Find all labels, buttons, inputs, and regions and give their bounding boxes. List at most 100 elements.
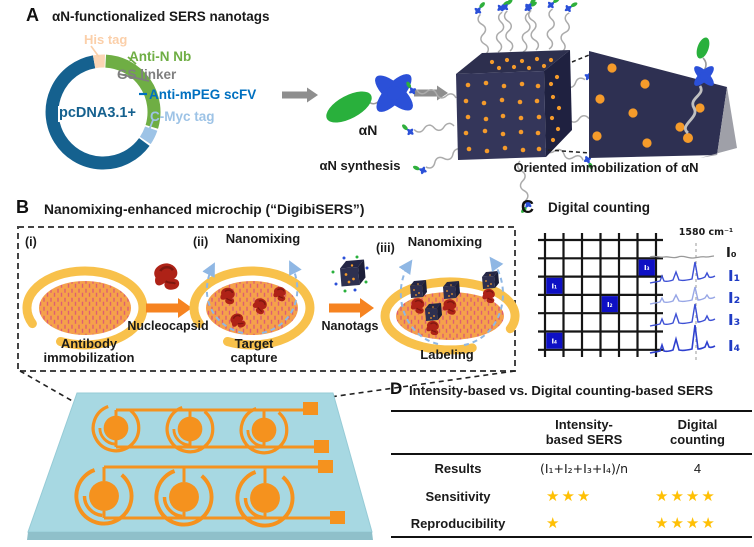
zoom-inset-surface xyxy=(589,37,737,158)
c-myc-leader-line xyxy=(147,119,154,134)
immobilization-caption: Oriented immobilization of αN xyxy=(513,160,699,175)
alpha-n-molecule xyxy=(326,74,413,123)
labeling-caption: Labeling xyxy=(420,347,474,362)
peg-chain-zoomed xyxy=(684,85,703,135)
grid-cell-label-i4: I₄ xyxy=(551,337,557,345)
grid-cell-label-i1: I₁ xyxy=(551,283,557,291)
contact-pads xyxy=(303,402,345,524)
microchip-illustration xyxy=(27,392,373,540)
results-intensity-value: (I₁+I₂+I₃+I₄)/n xyxy=(539,461,629,476)
reproducibility-digital-stars: ★★★★ xyxy=(655,513,717,532)
antibody-immobilization-caption: Antibody immobilization xyxy=(43,336,135,366)
nucleocapsid-icon xyxy=(149,259,183,295)
sers-spectra xyxy=(649,243,716,362)
digital-counting-grid: I₁ I₂ I₃ I₄ xyxy=(538,233,663,357)
well-target-capture xyxy=(189,260,315,350)
anti-n-nb-leader-line xyxy=(127,56,137,65)
panel-d-letter: D xyxy=(390,379,403,398)
table-header-digital: Digital counting xyxy=(643,417,752,447)
microchip-workflow-box xyxy=(17,226,516,372)
zoom-inset-connector-lines xyxy=(547,52,595,154)
panel-a-letter: A xyxy=(26,5,39,25)
alpha-n-on-surface xyxy=(694,37,714,86)
sensitivity-row-label: Sensitivity xyxy=(425,488,491,504)
nucleocapsid-label: Nucleocapsid xyxy=(127,319,209,333)
well-antibody-immobilization xyxy=(22,266,148,350)
panel-b-letter: B xyxy=(16,197,29,217)
grid-cell-label-i2: I₂ xyxy=(607,301,613,309)
alpha-n-coating-dots xyxy=(331,255,369,293)
target-capture-caption: Target capture xyxy=(230,336,278,366)
positive-pixels: I₁ I₂ I₃ I₄ xyxy=(546,259,655,349)
inset-nanoparticles-dots xyxy=(592,63,705,148)
reproducibility-row-label: Reproducibility xyxy=(410,515,506,531)
panel-a-title: αN-functionalized SERS nanotags xyxy=(52,9,270,24)
nanotag-icon xyxy=(331,255,369,293)
results-row-label: Results xyxy=(434,461,482,476)
nanobody-green-ellipse xyxy=(326,91,372,123)
spectrum-label-i2: I₂ xyxy=(728,289,741,307)
his-tag-leader-line xyxy=(90,45,100,58)
intensity-header-line2: based SERS xyxy=(545,432,623,447)
panel-d-title: Intensity-based vs. Digital counting-bas… xyxy=(409,383,714,398)
spectrum-i4 xyxy=(649,324,716,354)
sensitivity-intensity-stars: ★★★ xyxy=(546,486,593,505)
spectrum-label-i3: I₃ xyxy=(728,311,741,329)
well-labeling xyxy=(380,256,520,355)
immobilized-nanoparticles-dots xyxy=(463,56,562,154)
nanomixing-label-3: Nanomixing xyxy=(407,234,483,249)
nanomixing-flow-arrows-3 xyxy=(398,256,504,346)
antibody-immobilization-line2: immobilization xyxy=(43,350,135,366)
table-header-intensity: Intensity- based SERS xyxy=(525,417,643,447)
target-capture-line1: Target xyxy=(234,336,274,351)
orange-arrow-1 xyxy=(146,298,192,318)
spectrum-label-i1: I₁ xyxy=(728,267,741,285)
plasmid-diagram xyxy=(45,45,161,170)
digital-header-line1: Digital xyxy=(677,417,718,432)
table-header-row: Intensity- based SERS Digital counting xyxy=(391,412,752,455)
c-myc-tag-label: C-Myc tag xyxy=(150,109,215,124)
step-iii-index: (iii) xyxy=(376,241,395,255)
anti-mpeg-scfv-label: Anti-mPEG scFV xyxy=(149,87,257,102)
step-ii-index: (ii) xyxy=(193,235,209,249)
wavenumber-label: 1580 cm⁻¹ xyxy=(678,227,734,238)
nanomixing-label-2: Nanomixing xyxy=(225,231,301,246)
anti-n-nb-label: Anti-N Nb xyxy=(129,49,192,64)
spectrum-i0 xyxy=(649,255,715,259)
spectrum-i3 xyxy=(649,303,716,327)
panel-b-title: Nanomixing-enhanced microchip (“DigibiSE… xyxy=(44,202,365,217)
step-i-index: (i) xyxy=(25,235,37,249)
reproducibility-intensity-stars: ★ xyxy=(546,513,562,532)
nanomixing-flow-arrows-2 xyxy=(202,260,302,334)
plasmid-name-label: pcDNA3.1+ xyxy=(58,105,137,122)
intensity-header-line1: Intensity- xyxy=(555,417,613,432)
panel-c-title: Digital counting xyxy=(548,200,650,215)
scfv-blue-cross xyxy=(375,74,413,112)
table-row-results: Results (I₁+I₂+I₃+I₄)/n 4 xyxy=(391,455,752,482)
target-capture-line2: capture xyxy=(230,350,278,366)
spectrum-label-i4: I₄ xyxy=(728,337,741,355)
results-digital-value: 4 xyxy=(693,461,702,476)
table-row-sensitivity: Sensitivity ★★★ ★★★★ xyxy=(391,482,752,510)
spectrum-i2 xyxy=(649,286,716,305)
grid-cell-label-i3: I₃ xyxy=(644,264,650,272)
his-tag-label: His tag xyxy=(84,32,128,47)
sensitivity-digital-stars: ★★★★ xyxy=(655,486,717,505)
nanotag-cube-illustration xyxy=(400,0,602,215)
nanotags-label: Nanotags xyxy=(321,319,379,333)
orange-arrow-2 xyxy=(329,298,374,318)
comparison-table: Intensity- based SERS Digital counting R… xyxy=(391,410,752,538)
spectrum-i1 xyxy=(649,261,716,284)
circuit-traces xyxy=(102,408,332,520)
table-row-reproducibility: Reproducibility ★ ★★★★ xyxy=(391,510,752,536)
gs-linker-label: GS linker xyxy=(117,67,177,82)
digital-header-line2: counting xyxy=(670,432,725,447)
synthesis-caption: αN synthesis xyxy=(319,158,401,173)
panel-c-letter: C xyxy=(521,197,534,217)
antibody-immobilization-line1: Antibody xyxy=(60,336,118,351)
gray-arrow-1 xyxy=(282,87,318,103)
spectrum-label-i0: I₀ xyxy=(726,246,737,261)
alpha-n-label: αN xyxy=(358,122,378,138)
